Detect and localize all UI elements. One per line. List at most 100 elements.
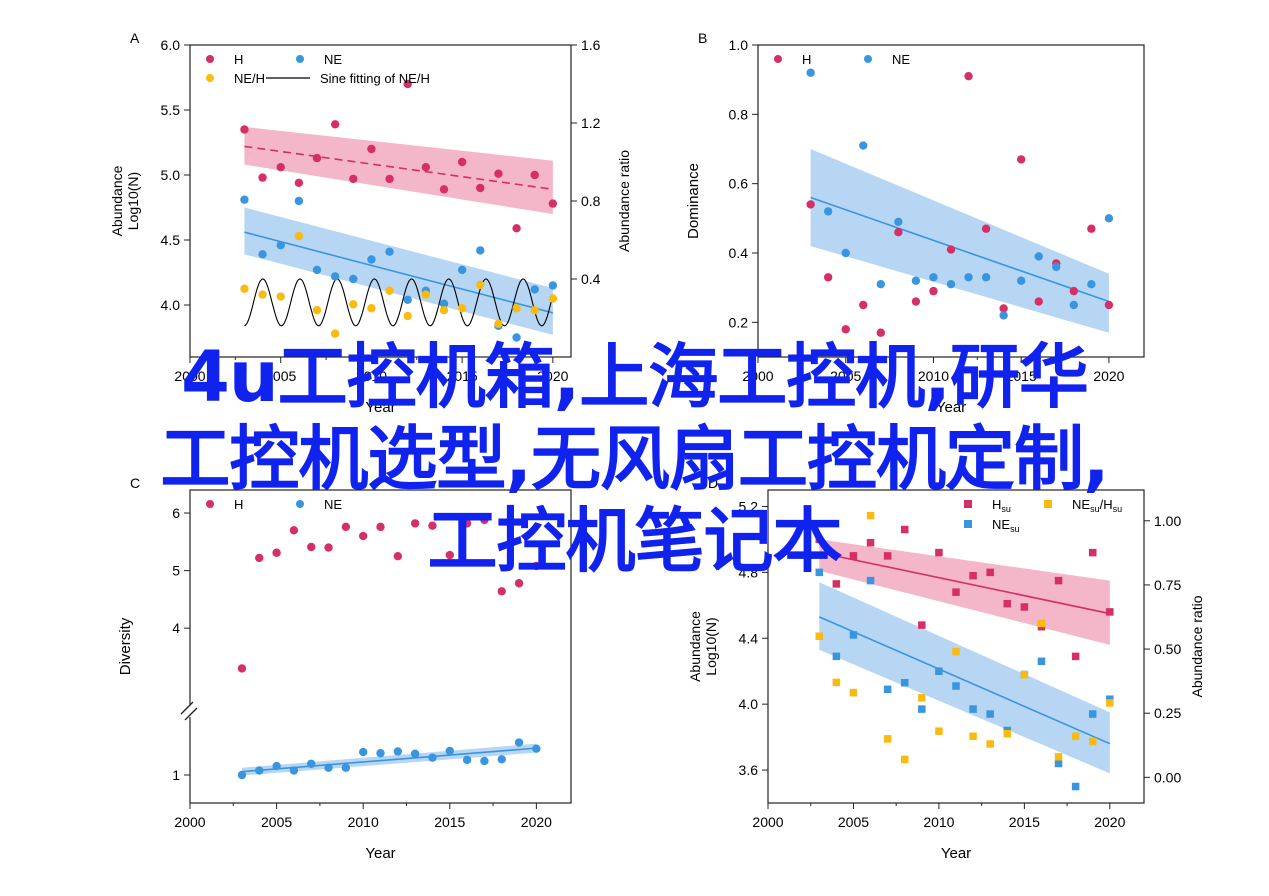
confidence-band-hsu xyxy=(819,539,1110,645)
y-tick-label: 0.6 xyxy=(729,176,749,192)
data-point-hsu xyxy=(866,538,875,547)
x-tick-label: 2015 xyxy=(1006,368,1037,384)
data-point-ne xyxy=(1052,262,1061,272)
data-point-nesuhsu xyxy=(1088,737,1097,746)
data-point-hsu xyxy=(849,552,858,560)
data-point-ne xyxy=(476,246,485,255)
data-point-neh xyxy=(494,319,503,329)
data-point-ne xyxy=(393,747,403,756)
data-point-neh xyxy=(403,311,412,321)
data-point-nesuhsu xyxy=(1020,670,1029,679)
data-point-h xyxy=(494,169,503,178)
trend-line-hsu xyxy=(819,551,1110,615)
plot-frame xyxy=(767,489,1145,804)
y2-tick-label: 0.00 xyxy=(1154,769,1181,785)
chart-panel-a: A 2000 2005 2010 2015 2020 Year 4.0 4.5 5.0 5.5 6.0… xyxy=(109,30,632,416)
data-point-hsu xyxy=(986,568,994,577)
data-point-ne xyxy=(349,274,358,284)
y2-axis-label: Abundance ratio xyxy=(616,150,632,252)
data-point-neh xyxy=(312,306,322,315)
data-point-hsu xyxy=(1071,652,1080,661)
data-point-nesuhsu xyxy=(1037,619,1046,628)
data-point-ne xyxy=(410,749,420,758)
data-point-nesuhsu xyxy=(1054,753,1063,761)
y2-tick-label: 0.50 xyxy=(1154,641,1181,657)
x-axis-label: Year xyxy=(365,845,395,862)
data-point-nesu xyxy=(1071,782,1080,791)
data-point-ne xyxy=(294,196,304,206)
data-point-h xyxy=(964,72,973,81)
x-tick-label: 2000 xyxy=(742,368,773,384)
data-point-h xyxy=(258,173,267,182)
data-point-ne xyxy=(514,738,524,747)
data-point-ne xyxy=(457,265,467,275)
data-point-hsu xyxy=(952,588,960,596)
axis-break-mark xyxy=(180,701,194,715)
x-tick-label: 2000 xyxy=(174,368,205,384)
legend-marker xyxy=(864,55,872,63)
y-tick-label: 0.2 xyxy=(729,314,749,330)
data-point-hsu xyxy=(883,552,892,560)
x-axis-label: Year xyxy=(941,845,971,862)
y-axis-label: Abundance xyxy=(109,165,125,236)
data-point-h xyxy=(476,183,485,193)
data-point-h xyxy=(349,174,358,184)
data-point-hsu xyxy=(900,525,909,534)
chart-panel-b: B 2000 2005 2010 2015 2020 Year 0.2 0.4 0.6 0.8 1.0… xyxy=(685,30,1145,416)
data-point-neh xyxy=(276,292,285,301)
legend-label: NEsu xyxy=(992,517,1020,534)
x-axis-label: Year xyxy=(936,399,966,416)
data-point-nesu xyxy=(952,682,960,690)
y-axis-label: Dominance xyxy=(685,163,702,239)
data-point-h xyxy=(457,157,467,167)
data-point-ne xyxy=(385,247,394,256)
data-point-h xyxy=(289,526,299,535)
legend: H NE xyxy=(206,497,342,512)
data-point-ne xyxy=(1069,300,1079,310)
data-point-h xyxy=(1069,286,1079,296)
x-tick-label: 2005 xyxy=(838,814,869,830)
data-point-ne xyxy=(240,195,249,204)
data-point-ne xyxy=(255,766,264,775)
data-point-hsu xyxy=(1020,603,1029,611)
data-point-nesu xyxy=(1037,657,1046,666)
data-point-ne xyxy=(330,272,340,281)
data-point-ne xyxy=(439,299,449,308)
y-tick-label: 0.8 xyxy=(729,106,749,122)
y-axis-label: Log10(N) xyxy=(703,617,719,675)
data-point-ne xyxy=(358,747,368,757)
data-point-nesuhsu xyxy=(1106,699,1114,707)
data-point-h xyxy=(237,664,247,673)
data-point-h xyxy=(876,328,886,337)
data-point-hsu xyxy=(1088,548,1097,557)
data-point-h xyxy=(981,224,991,233)
y-tick-label: 4.4 xyxy=(739,630,759,646)
panel-label: D xyxy=(708,475,718,491)
data-point-hsu xyxy=(1106,608,1114,616)
confidence-band-ne xyxy=(244,207,553,335)
y-axis-label: Log10(N) xyxy=(125,172,141,230)
plot-frame xyxy=(189,489,572,804)
y-tick-label: 4 xyxy=(172,620,180,636)
data-point-hsu xyxy=(1003,599,1012,608)
data-point-neh xyxy=(240,284,249,293)
data-point-h xyxy=(806,200,815,209)
data-point-ne xyxy=(823,207,833,216)
legend-marker xyxy=(964,500,972,508)
legend-label: H xyxy=(234,52,243,67)
data-point-h xyxy=(272,548,281,557)
y2-tick-label: 1.2 xyxy=(581,115,601,131)
y-tick-label: 5.0 xyxy=(161,167,181,183)
x-tick-label: 2005 xyxy=(261,814,292,830)
data-point-nesu xyxy=(1054,759,1063,768)
legend-label: NEsu/Hsu xyxy=(1072,497,1122,514)
y-axis-label: Diversity xyxy=(117,617,134,675)
legend-label: Hsu xyxy=(992,497,1011,514)
data-point-h xyxy=(358,531,368,541)
data-point-h xyxy=(462,519,472,528)
trend-line-ne xyxy=(241,747,537,773)
panel-label: A xyxy=(130,30,140,46)
data-point-ne xyxy=(512,333,521,342)
legend-marker xyxy=(296,500,304,508)
